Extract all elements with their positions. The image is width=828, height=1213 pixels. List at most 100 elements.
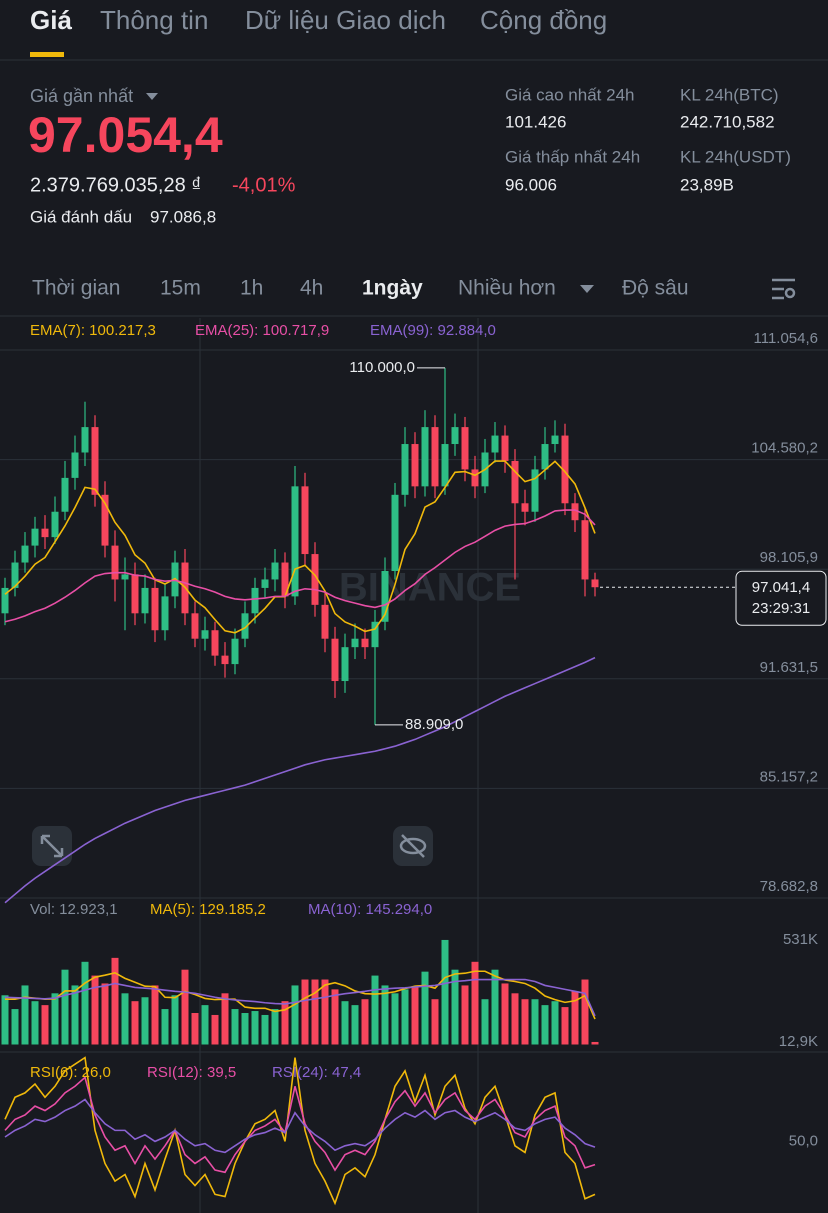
volume-bar xyxy=(311,979,319,1045)
candle-body xyxy=(591,579,599,588)
last-price-label: 97.041,4 xyxy=(752,579,810,596)
stat-value: 242.710,582 xyxy=(680,112,775,131)
candle-body xyxy=(491,435,499,453)
candle-body xyxy=(571,503,579,521)
volume-bar xyxy=(561,1007,569,1045)
y-tick-label: 98.105,9 xyxy=(760,549,818,566)
y-tick-label: 531K xyxy=(783,931,818,948)
volume-bar xyxy=(361,999,369,1045)
volume-bar xyxy=(111,957,119,1045)
volume-bar xyxy=(451,969,459,1045)
mark-price-label: Giá đánh dấu xyxy=(30,207,132,226)
stat-label: KL 24h(BTC) xyxy=(680,85,779,104)
rsi-line xyxy=(4,1098,596,1154)
stat-value: 96.006 xyxy=(505,175,557,194)
candle-body xyxy=(401,444,409,495)
rsi-line xyxy=(4,1056,596,1206)
interval[interactable]: Độ sâu xyxy=(622,277,689,300)
interval[interactable]: 4h xyxy=(300,277,323,300)
expand-button[interactable] xyxy=(32,826,72,866)
candle-body xyxy=(291,486,299,597)
volume-bar xyxy=(101,983,109,1045)
candle-body xyxy=(551,435,559,445)
stat-label: Giá thấp nhất 24h xyxy=(505,147,640,166)
hide-button[interactable] xyxy=(393,826,433,866)
volume-bar xyxy=(431,999,439,1045)
volume-bar xyxy=(351,1005,359,1045)
y-tick-label: 111.054,6 xyxy=(753,330,818,347)
y-tick-label: 91.631,5 xyxy=(760,659,818,676)
candle-body xyxy=(81,427,89,453)
legend-entry: EMA(99): 92.884,0 xyxy=(370,322,496,339)
candle-body xyxy=(201,630,209,639)
candle-body xyxy=(331,638,339,682)
candle-body xyxy=(451,427,459,445)
candle-body xyxy=(351,638,359,648)
min-marker-label: 88.909,0 xyxy=(405,716,463,733)
candle-body xyxy=(131,574,139,614)
candle-body xyxy=(271,562,279,580)
volume-bar xyxy=(571,991,579,1045)
ma-line xyxy=(4,978,596,1017)
y-tick-label: 12,9K xyxy=(779,1033,818,1050)
candle-body xyxy=(471,469,479,487)
volume-bar xyxy=(291,985,299,1045)
volume-bar xyxy=(371,975,379,1045)
legend-entry: RSI(6): 26,0 xyxy=(30,1064,111,1081)
volume-bar xyxy=(71,985,79,1045)
volume-bar xyxy=(421,971,429,1045)
legend-entry: EMA(25): 100.717,9 xyxy=(195,322,329,339)
volume-bar xyxy=(411,987,419,1045)
last-price-label[interactable]: Giá gần nhất xyxy=(30,86,133,106)
legend-entry: MA(5): 129.185,2 xyxy=(150,901,266,918)
ema-line xyxy=(4,509,596,623)
volume-bar xyxy=(221,993,229,1045)
last-price: 97.054,4 xyxy=(28,107,223,163)
interval[interactable]: Nhiều hơn xyxy=(458,277,556,300)
legend-entry: EMA(7): 100.217,3 xyxy=(30,322,156,339)
interval[interactable]: Thời gian xyxy=(32,277,120,300)
volume-bar xyxy=(391,993,399,1045)
candle-body xyxy=(61,477,69,512)
interval[interactable]: 15m xyxy=(160,277,201,300)
candle-body xyxy=(261,579,269,588)
volume-bar xyxy=(241,1012,249,1045)
stat-value: 23,89B xyxy=(680,175,734,194)
volume-bar xyxy=(191,1012,199,1045)
ema-line xyxy=(4,460,596,634)
volume-bar xyxy=(211,1014,219,1045)
volume-bar xyxy=(181,969,189,1045)
candle-body xyxy=(521,503,529,512)
tab[interactable]: Dữ liệu Giao dịch xyxy=(245,5,446,35)
candle-body xyxy=(221,655,229,665)
volume-bar xyxy=(31,1001,39,1045)
volume-bar xyxy=(121,993,129,1045)
candle-body xyxy=(361,638,369,648)
candle-body xyxy=(501,435,509,461)
ema-line xyxy=(4,656,596,904)
volume-bar xyxy=(21,985,29,1045)
y-tick-label: 104.580,2 xyxy=(751,440,818,457)
legend-entry: RSI(24): 47,4 xyxy=(272,1064,361,1081)
candle-body xyxy=(251,587,259,614)
tab[interactable]: Cộng đồng xyxy=(480,5,607,35)
interval[interactable]: 1ngày xyxy=(362,277,423,300)
candle-body xyxy=(11,562,19,588)
candle-body xyxy=(581,520,589,580)
volume-bar xyxy=(281,1001,289,1045)
volume-bar xyxy=(231,1009,239,1045)
candle-body xyxy=(211,630,219,656)
volume-bar xyxy=(11,1009,19,1045)
volume-bar xyxy=(261,1014,269,1045)
candle-body xyxy=(321,604,329,639)
interval[interactable]: 1h xyxy=(240,277,263,300)
volume-bar xyxy=(521,999,529,1045)
settings-icon[interactable] xyxy=(772,278,796,300)
volume-bar xyxy=(161,1009,169,1045)
candle-body xyxy=(101,494,109,546)
tab[interactable]: Giá xyxy=(30,5,72,35)
tab[interactable]: Thông tin xyxy=(100,5,208,35)
countdown: 23:29:31 xyxy=(752,600,810,617)
volume-bar xyxy=(471,961,479,1045)
candle-body xyxy=(301,486,309,555)
